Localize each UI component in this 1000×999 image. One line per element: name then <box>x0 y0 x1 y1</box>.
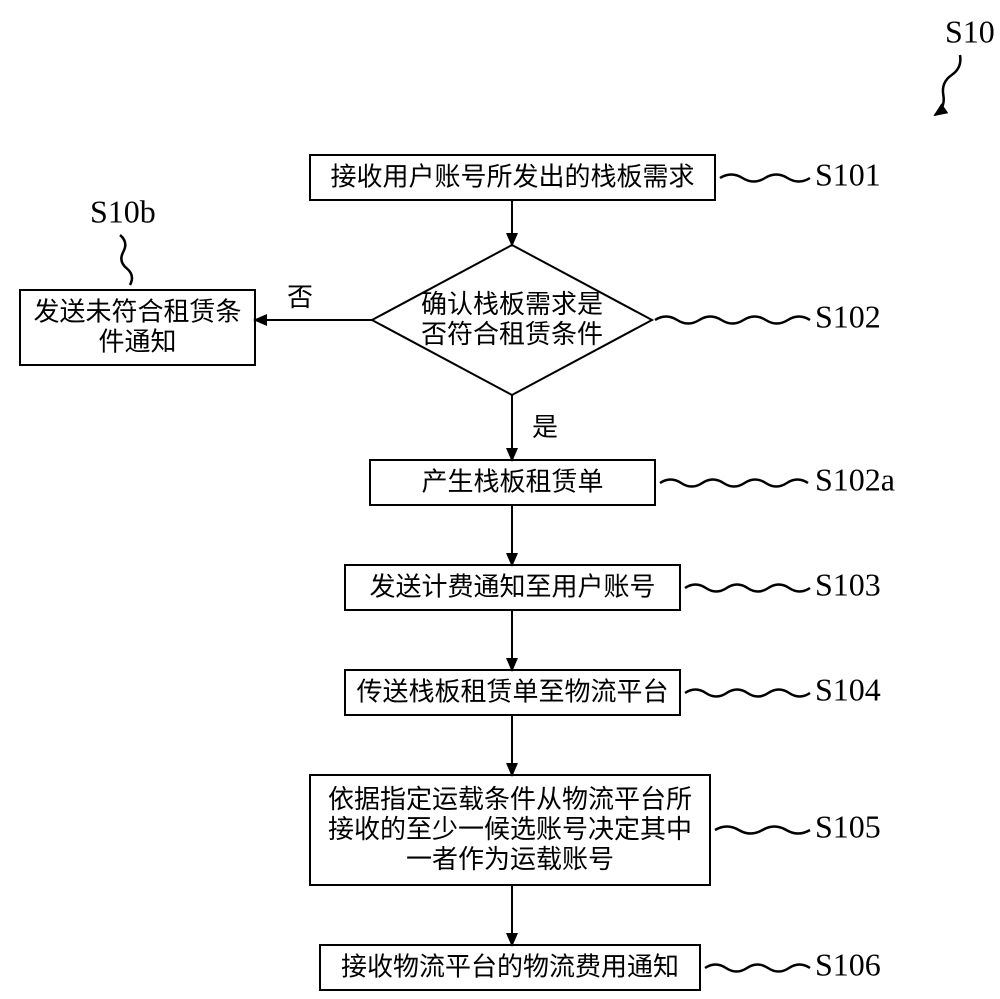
node-text-s102-line1: 否符合租赁条件 <box>421 320 603 349</box>
node-text-s102-line0: 确认栈板需求是 <box>421 290 603 319</box>
node-text-s102a-line0: 产生栈板租赁单 <box>421 467 603 496</box>
edge-label-s102-s102a: 是 <box>532 413 558 442</box>
diagram-label-s10: S10 <box>945 13 995 49</box>
step-label-s106: S106 <box>815 946 881 982</box>
s10-callout-squiggle <box>935 55 960 115</box>
node-text-s106-line0: 接收物流平台的物流费用通知 <box>341 952 679 981</box>
node-text-s101-line0: 接收用户账号所发出的栈板需求 <box>330 162 694 191</box>
flowchart-canvas: S10 接收用户账号所发出的栈板需求 S101 确认栈板需求是否符合租赁条件 S102 发… <box>0 0 1000 999</box>
step-label-s104: S104 <box>815 671 881 707</box>
squiggle-s103 <box>685 585 810 592</box>
node-s105: 依据指定运载条件从物流平台所接收的至少一候选账号决定其中一者作为运载账号 S105 <box>310 775 881 885</box>
node-s102a: 产生栈板租赁单 S102a <box>370 460 895 505</box>
node-s104: 传送栈板租赁单至物流平台 S104 <box>345 670 881 715</box>
squiggle-s105 <box>715 827 810 834</box>
step-label-s105: S105 <box>815 808 881 844</box>
node-s101: 接收用户账号所发出的栈板需求 S101 <box>310 155 881 200</box>
node-s102: 确认栈板需求是否符合租赁条件 S102 <box>372 245 881 395</box>
node-text-s103-line0: 发送计费通知至用户账号 <box>369 572 655 601</box>
squiggle-s104 <box>685 690 810 697</box>
step-label-s102a: S102a <box>815 461 895 497</box>
node-text-s105-line2: 一者作为运载账号 <box>406 845 614 874</box>
squiggle-label-s10b <box>120 235 132 285</box>
node-s103: 发送计费通知至用户账号 S103 <box>345 565 881 610</box>
squiggle-s101 <box>720 175 810 182</box>
node-text-s105-line1: 接收的至少一候选账号决定其中 <box>328 815 692 844</box>
squiggle-s102a <box>660 480 808 487</box>
node-s106: 接收物流平台的物流费用通知 S106 <box>320 945 881 990</box>
squiggle-s106 <box>705 965 810 972</box>
node-text-s10b-line0: 发送未符合租赁条 <box>33 297 241 326</box>
node-text-s105-line0: 依据指定运载条件从物流平台所 <box>328 785 692 814</box>
node-s10b: 发送未符合租赁条件通知 S10b <box>20 193 255 365</box>
step-label-s101: S101 <box>815 156 881 192</box>
step-label-s10b: S10b <box>90 193 156 229</box>
edge-label-s102-s10b: 否 <box>287 283 313 312</box>
step-label-s102: S102 <box>815 298 881 334</box>
node-text-s10b-line1: 件通知 <box>98 327 176 356</box>
step-label-s103: S103 <box>815 566 881 602</box>
node-text-s104-line0: 传送栈板租赁单至物流平台 <box>356 677 668 706</box>
squiggle-s102 <box>655 317 810 324</box>
